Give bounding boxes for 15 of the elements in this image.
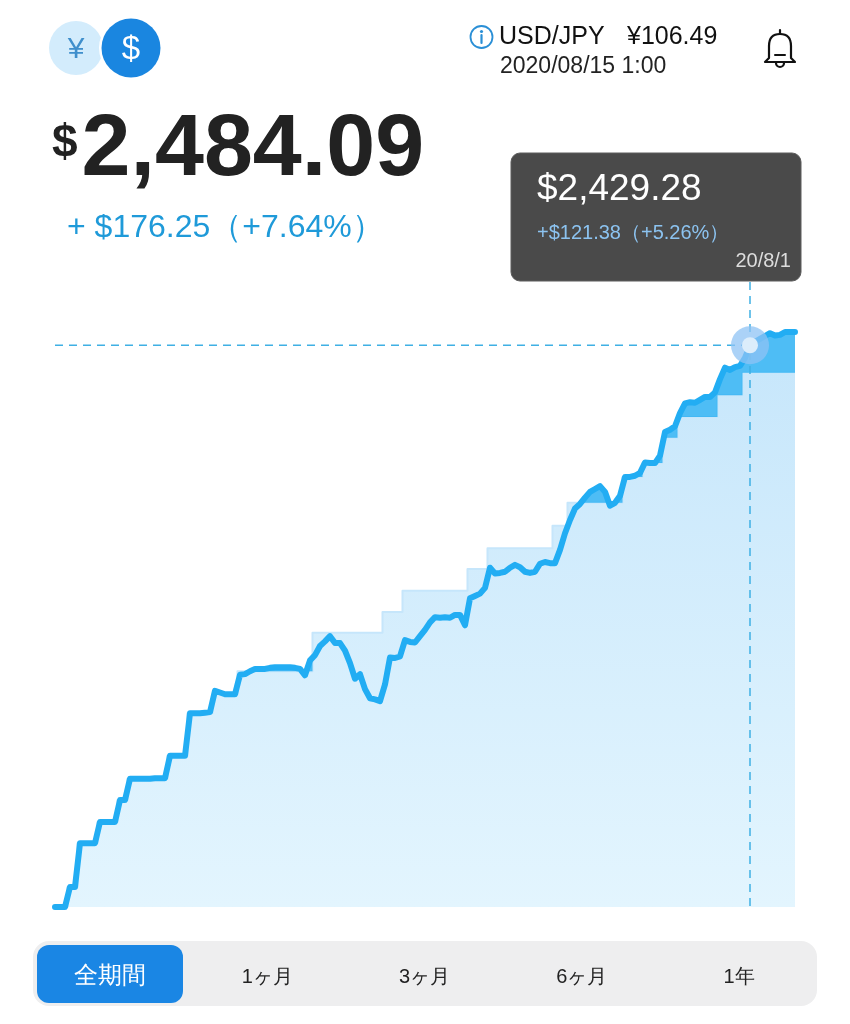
chart-subtitle: + $176.25（+7.64%）	[67, 208, 384, 244]
text: 20/8/1	[735, 249, 791, 271]
text: $2,429.28	[537, 167, 702, 208]
text: 2020/08/15 1:00	[500, 52, 667, 78]
text: +$121.38（+5.26%）	[537, 221, 730, 243]
chart-title: $2,484.09	[52, 95, 425, 194]
text: 6ヶ月	[556, 965, 608, 987]
text: ¥106.49	[626, 21, 718, 49]
text: 1年	[723, 965, 755, 987]
text: ¥	[66, 31, 85, 64]
text: 1ヶ月	[241, 965, 293, 987]
text: $	[121, 29, 141, 66]
text: 3ヶ月	[398, 965, 451, 987]
text: USD/JPY	[499, 21, 605, 49]
text: 全期間	[74, 961, 146, 988]
